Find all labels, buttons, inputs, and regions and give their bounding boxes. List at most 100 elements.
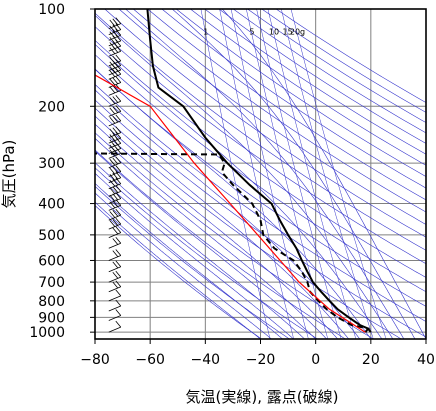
x-tick-label: 40 [417,352,435,368]
wind-barb [108,208,122,221]
moist-adiabat [95,182,283,339]
y-tick-label: 1000 [29,325,65,341]
dry-adiabat [95,205,262,339]
dry-adiabat [95,167,318,339]
wind-barb [108,114,122,127]
dry-adiabat [104,9,426,238]
y-tick-label: 100 [38,2,65,18]
x-tick-label: −20 [246,352,276,368]
dry-adiabat [95,99,426,338]
y-tick-label: 900 [38,310,65,326]
red-reference-line [95,74,366,333]
y-tick-label: 500 [38,228,65,244]
moist-adiabat [221,9,426,339]
x-axis-label: 気温(実線), 露点(破線) [186,388,339,406]
dry-adiabat [190,9,426,166]
wind-barb [108,226,122,239]
y-tick-label: 800 [38,294,65,310]
moist-adiabat [95,150,316,339]
mixing-ratio-line [290,9,387,339]
wind-barb [108,236,122,249]
wind-barb [108,199,122,211]
dry-adiabat [133,9,426,213]
y-tick-label: 200 [38,99,65,115]
moist-adiabat [95,68,372,339]
y-axis-label: 気圧(hPa) [0,140,18,209]
wind-barb [108,44,122,57]
moist-adiabat [172,9,416,339]
dewpoint-line [95,152,370,333]
wind-barb [108,289,122,302]
dry-adiabat [95,12,426,251]
wind-barb [108,249,122,261]
dry-adiabat [95,39,426,278]
dry-adiabat [95,149,346,339]
mixing-ratio-line [230,9,309,339]
y-tick-label: 700 [38,275,65,291]
moist-adiabat [95,192,272,339]
dry-adiabat [95,185,290,339]
wind-barb [108,95,122,107]
wind-barb [108,185,122,197]
wind-barb [108,105,122,117]
dry-adiabat [147,9,426,201]
x-axis-ticks: −80 −60 −40 −20 0 20 40 [80,339,435,368]
wind-barb [108,68,122,80]
wind-barb [108,260,122,273]
dry-adiabat [95,132,374,339]
x-tick-label: 20 [362,352,380,368]
dry-adiabat [176,9,426,177]
moist-adiabat [95,107,350,339]
moist-adiabat [95,172,294,339]
mixing-ratio-label: 20g [290,28,305,37]
y-tick-label: 400 [38,197,65,213]
mixing-ratio-line [267,9,357,339]
dry-adiabat [118,9,426,225]
wind-barb [108,299,122,312]
moist-adiabat [95,14,394,339]
mixing-ratio-line [219,9,294,339]
dry-adiabat [218,9,426,144]
wind-barb [108,309,122,321]
mixing-ratio-label: 10 [269,28,279,37]
wind-barb [108,23,122,35]
mixing-ratio-label: 1 [203,28,208,37]
moist-adiabat [95,137,327,339]
wind-barb [108,156,122,169]
mixing-ratio-line [281,9,374,339]
temperature-line [146,9,372,333]
wind-barb [108,270,122,283]
dry-adiabat [95,115,402,339]
mixing-ratio-label: 15 [283,28,293,37]
x-tick-label: −60 [135,352,165,368]
wind-barb [108,177,122,190]
wind-barb [108,217,122,230]
wind-barb [108,280,122,293]
moist-adiabat [95,123,338,339]
profile-lines [95,9,372,333]
moist-adiabat [95,162,305,339]
wind-barb [108,76,122,88]
mixing-ratio-line [200,9,271,339]
dry-adiabat [95,26,426,265]
dry-adiabat [204,9,426,155]
wind-barbs [108,17,122,333]
y-tick-label: 300 [38,156,65,172]
moist-adiabat [125,9,405,339]
x-tick-label: −40 [191,352,221,368]
y-tick-label: 600 [38,253,65,269]
dry-adiabat [95,54,426,293]
dry-adiabat [95,68,426,307]
mixing-ratio-label: 5 [249,28,254,37]
wind-barb [108,320,122,333]
wind-barb [108,84,122,96]
x-tick-label: 0 [311,352,320,368]
dry-adiabat [161,9,426,189]
guide-lines [95,9,426,339]
dry-adiabat [95,84,426,322]
mixing-ratio-line [246,9,329,339]
x-tick-label: −80 [80,352,110,368]
